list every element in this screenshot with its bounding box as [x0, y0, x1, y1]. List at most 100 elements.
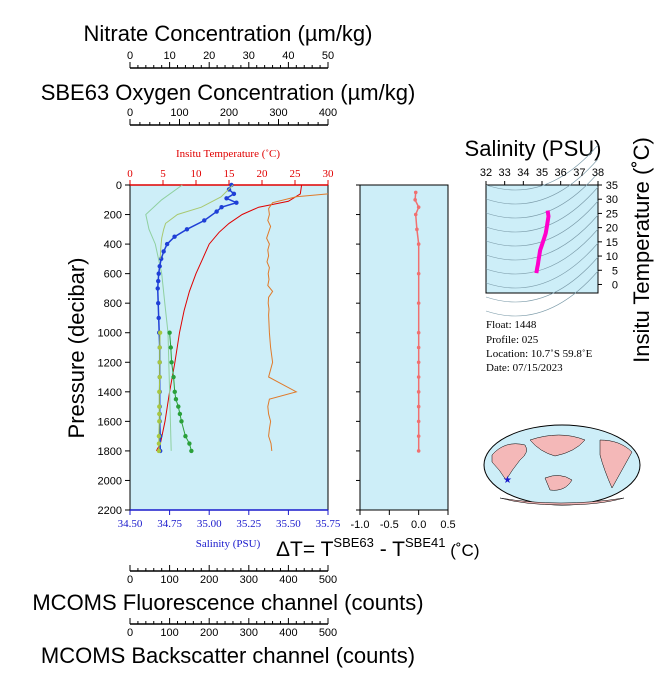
backscatter-tick-label: 0	[127, 627, 133, 639]
ts-temperature-tick-label: 5	[612, 265, 618, 277]
temperature-tick-label: 15	[224, 168, 236, 180]
ts-temperature-tick-label: 25	[606, 208, 618, 220]
pressure-tick-label: 1200	[98, 357, 122, 369]
oxygen-tick-label: 200	[220, 107, 238, 119]
oxygen-point	[224, 196, 229, 201]
salinity-tick-label: 34.50	[118, 518, 143, 530]
fluorescence-point	[157, 360, 162, 365]
nitrate-point	[187, 441, 192, 446]
backscatter-axis: 0 100 200 300 400 500	[127, 618, 337, 639]
nitrate-tick-label: 30	[243, 50, 255, 62]
map-land-americas	[599, 439, 633, 489]
backscatter-tick-label: 300	[240, 627, 258, 639]
delta-t-point	[416, 242, 421, 246]
pressure-tick-label: 600	[104, 269, 122, 281]
backscatter-tick-label: 100	[160, 627, 178, 639]
fluorescence-point	[156, 441, 162, 446]
delta-t-sup2: SBE41	[405, 535, 445, 550]
main-plot-axes: 0 5 10 15 20 25 30 34.50 34.75 35.00 35.25 35.50 35.…	[98, 168, 341, 530]
pressure-tick-label: 1400	[98, 387, 122, 399]
ts-salinity-title: Salinity (PSU)	[465, 136, 602, 161]
delta-t-point	[415, 227, 419, 232]
fluorescence-point	[157, 404, 162, 409]
temperature-line	[155, 184, 303, 452]
delta-t-point	[413, 212, 418, 217]
nitrate-point	[168, 345, 173, 350]
salinity-line	[145, 184, 183, 451]
delta-t-axes: -1.0 -0.5 0.0 0.5	[351, 184, 456, 531]
fluorescence-point	[157, 374, 162, 380]
backscatter-tick-label: 400	[279, 627, 297, 639]
pressure-tick-label: 0	[116, 180, 122, 192]
fluorescence-point	[157, 389, 162, 395]
map-land-africa	[491, 443, 527, 481]
info-location: Location: 10.7˚S 59.8˚E	[486, 348, 593, 360]
ts-temperature-tick-label: 30	[606, 194, 618, 206]
nitrate-tick-label: 0	[127, 50, 133, 62]
fluorescence-point	[157, 330, 163, 335]
ts-salinity-tick-label: 35	[536, 167, 548, 179]
delta-t-tick-label: -1.0	[351, 519, 370, 531]
temperature-tick-label: 5	[160, 168, 166, 180]
salinity-tick-label: 34.75	[157, 518, 182, 530]
ts-temperature-title: Insitu Temperature (˚C)	[629, 137, 654, 363]
nitrate-axis-title: Nitrate Concentration (µm/kg)	[84, 21, 373, 46]
ts-density-contour	[485, 158, 599, 205]
delta-t-plot-area	[359, 184, 449, 511]
svg-text:ΔT= TSBE63 - TSBE41 (˚C): ΔT= TSBE63 - TSBE41 (˚C)	[276, 535, 479, 561]
fluorescence-point	[157, 419, 162, 424]
fluorescence-tick-label: 0	[127, 574, 133, 586]
backscatter-line	[266, 193, 329, 451]
oxygen-point	[214, 209, 219, 214]
oxygen-point	[172, 234, 177, 239]
fluorescence-tick-label: 500	[319, 574, 337, 586]
ts-salinity-tick-label: 32	[480, 167, 492, 179]
ts-density-contour	[485, 214, 599, 261]
nitrate-point	[177, 411, 183, 417]
ts-density-contour	[485, 228, 599, 275]
ts-temperature-tick-label: 10	[606, 251, 618, 263]
salinity-tick-label: 35.75	[316, 518, 341, 530]
ts-density-contour	[485, 242, 599, 289]
delta-t-point	[416, 330, 421, 335]
delta-t-point	[416, 301, 421, 305]
delta-t-unit: (˚C)	[446, 541, 480, 560]
nitrate-point	[176, 404, 181, 409]
nitrate-point	[179, 419, 184, 424]
delta-t-point	[416, 360, 421, 365]
ts-density-contour	[485, 186, 599, 233]
delta-t-point	[413, 190, 418, 195]
nitrate-point	[169, 360, 174, 365]
ts-salinity-tick-label: 37	[573, 167, 585, 179]
ts-salinity-tick-label: 34	[517, 167, 529, 179]
pressure-tick-label: 2200	[98, 505, 122, 517]
ts-track-line	[534, 210, 551, 274]
ts-salinity-tick-label: 36	[555, 167, 567, 179]
delta-t-prefix: ΔT= T	[276, 538, 334, 561]
delta-t-mid: - T	[374, 538, 405, 561]
pressure-tick-label: 1800	[98, 446, 122, 458]
oxygen-point	[234, 200, 239, 205]
delta-t-point	[416, 449, 421, 453]
nitrate-axis: 0 10 20 30 40 50	[127, 50, 334, 69]
ts-salinity-tick-label: 38	[592, 167, 604, 179]
nitrate-point	[183, 433, 188, 439]
oxygen-tick-label: 0	[127, 107, 133, 119]
delta-t-point	[416, 434, 421, 438]
nitrate-tick-label: 20	[203, 50, 215, 62]
oxygen-point	[157, 264, 162, 269]
salinity-tick-label: 35.50	[276, 518, 301, 530]
nitrate-tick-label: 50	[322, 50, 334, 62]
pressure-axis-title: Pressure (decibar)	[64, 258, 89, 439]
delta-t-point	[413, 197, 417, 202]
oxygen-axis-title: SBE63 Oxygen Concentration (µm/kg)	[41, 80, 416, 105]
oxygen-point	[164, 241, 170, 247]
ts-temperature-tick-label: 0	[612, 279, 618, 291]
fluorescence-tick-label: 100	[160, 574, 178, 586]
map-land-antarctica	[499, 497, 625, 506]
delta-t-point	[416, 205, 421, 209]
fluorescence-point	[156, 433, 162, 439]
oxygen-point	[202, 218, 207, 223]
fluorescence-tick-label: 400	[279, 574, 297, 586]
pressure-tick-label: 1600	[98, 416, 122, 428]
